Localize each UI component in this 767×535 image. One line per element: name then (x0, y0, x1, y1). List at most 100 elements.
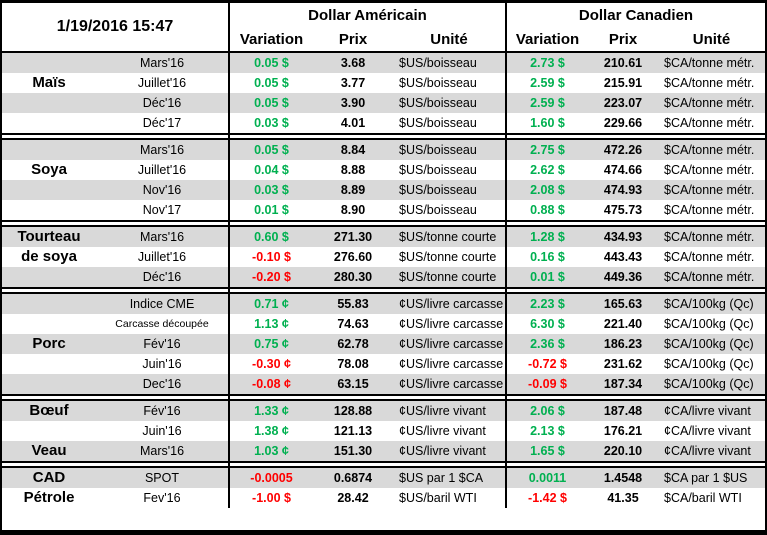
us-variation: 0.71 ¢ (228, 294, 313, 314)
table-row: Déc'16 -0.20 $ 280.30 $US/tonne courte 0.01 … (2, 267, 765, 287)
ca-price: 187.34 (603, 377, 643, 391)
us-price: 3.77 (340, 76, 366, 90)
table-row: Juin'16 1.38 ¢ 121.13 ¢US/livre vivant 2.13 … (2, 421, 765, 441)
commodity-label: Maïs (32, 74, 66, 91)
us-variation: -0.08 ¢ (228, 374, 313, 394)
ca-unit: ¢CA/livre vivant (664, 424, 751, 438)
us-unit: $US/boisseau (399, 183, 477, 197)
us-unit: $US/tonne courte (399, 250, 497, 264)
commodity-label (2, 374, 96, 394)
us-variation-header: Variation (228, 27, 313, 51)
table-row: de soya Juillet'16 -0.10 $ 276.60 $US/tonne … (2, 247, 765, 267)
ca-price: 1.4548 (603, 471, 643, 485)
ca-price: 472.26 (603, 143, 643, 157)
ca-price: 176.21 (603, 424, 643, 438)
commodity-label: Soya (31, 161, 67, 178)
us-variation: 0.05 $ (228, 140, 313, 160)
ca-price: 443.43 (603, 250, 643, 264)
us-unit: ¢US/livre carcasse (399, 317, 504, 331)
us-variation: 1.13 ¢ (228, 314, 313, 334)
ca-variation: 0.16 $ (505, 247, 588, 267)
contract-month: Indice CME (129, 297, 195, 311)
report-datetime: 1/19/2016 15:47 (56, 18, 174, 35)
commodity-label (2, 294, 96, 314)
ca-price: 474.66 (603, 163, 643, 177)
section-divider (2, 461, 765, 468)
contract-month: Juillet'16 (137, 250, 187, 264)
us-unit: $US/boisseau (399, 96, 477, 110)
ca-variation: 6.30 $ (505, 314, 588, 334)
table-row: Carcasse découpée 1.13 ¢ 74.63 ¢US/livre ca… (2, 314, 765, 334)
ca-price: 223.07 (603, 96, 643, 110)
table-row: Mars'16 0.05 $ 3.68 $US/boisseau 2.73 $ 210.6… (2, 53, 765, 73)
contract-month: Nov'17 (142, 203, 182, 217)
table-row: Dec'16 -0.08 ¢ 63.15 ¢US/livre carcasse -0.0… (2, 374, 765, 394)
ca-unit: $CA/tonne métr. (664, 250, 755, 264)
us-price: 8.89 (340, 183, 366, 197)
ca-unit: $CA/100kg (Qc) (664, 357, 754, 371)
contract-month: Juin'16 (142, 357, 182, 371)
us-variation: -1.00 $ (228, 488, 313, 508)
ca-price: 210.61 (603, 56, 643, 70)
us-price: 78.08 (337, 357, 369, 371)
us-variation: 0.01 $ (228, 200, 313, 220)
us-price: 121.13 (333, 424, 373, 438)
table-row: Nov'16 0.03 $ 8.89 $US/boisseau 2.08 $ 474.93… (2, 180, 765, 200)
ca-unit: $CA/tonne métr. (664, 116, 755, 130)
ca-unit: $CA/tonne métr. (664, 96, 755, 110)
section-divider (2, 287, 765, 294)
us-unit: $US/tonne courte (399, 270, 497, 284)
ca-variation: 1.65 $ (505, 441, 588, 461)
ca-variation-header: Variation (505, 27, 588, 51)
ca-price: 231.62 (603, 357, 643, 371)
table-row: Pétrole Fev'16 -1.00 $ 28.42 $US/baril WTI -1… (2, 488, 765, 508)
commodity-label (2, 421, 96, 441)
us-unit: $US/baril WTI (399, 491, 477, 505)
table-row: Juin'16 -0.30 ¢ 78.08 ¢US/livre carcasse -0.… (2, 354, 765, 374)
us-unit: ¢US/livre carcasse (399, 297, 504, 311)
ca-unit: $CA/tonne métr. (664, 56, 755, 70)
commodity-label (2, 200, 96, 220)
commodity-label: de soya (21, 248, 77, 265)
ca-variation: 2.13 $ (505, 421, 588, 441)
table-row: Veau Mars'16 1.03 ¢ 151.30 ¢US/livre vivant 1… (2, 441, 765, 461)
us-variation: 0.05 $ (228, 73, 313, 93)
contract-month: Mars'16 (139, 444, 185, 458)
section-divider (2, 133, 765, 140)
ca-unit: $CA/tonne métr. (664, 76, 755, 90)
ca-variation: 1.28 $ (505, 227, 588, 247)
table-row: Soya Juillet'16 0.04 $ 8.88 $US/boisseau 2.62… (2, 160, 765, 180)
contract-month: Carcasse découpée (115, 318, 209, 330)
us-price: 8.88 (340, 163, 366, 177)
ca-variation: 2.73 $ (505, 53, 588, 73)
commodity-label: Bœuf (29, 402, 69, 419)
ca-unite-header: Unité (692, 30, 731, 48)
ca-variation: 2.75 $ (505, 140, 588, 160)
us-unit: ¢US/livre vivant (399, 424, 486, 438)
contract-month: Fev'16 (143, 491, 181, 505)
contract-month: Mars'16 (139, 56, 185, 70)
contract-month: Fév'16 (143, 404, 181, 418)
us-unit: $US/boisseau (399, 56, 477, 70)
us-unit: ¢US/livre carcasse (399, 377, 504, 391)
us-price: 8.90 (340, 203, 366, 217)
ca-variation: 2.06 $ (505, 401, 588, 421)
us-variation: -0.10 $ (228, 247, 313, 267)
us-price: 8.84 (340, 143, 366, 157)
ca-variation: 2.59 $ (505, 93, 588, 113)
us-price: 151.30 (333, 444, 373, 458)
ca-unit: $CA/tonne métr. (664, 230, 755, 244)
commodity-label: Porc (32, 335, 66, 352)
us-variation: 0.05 $ (228, 53, 313, 73)
commodity-label (2, 113, 96, 133)
us-unit: $US/boisseau (399, 203, 477, 217)
commodity-label (2, 140, 96, 160)
us-variation: 1.38 ¢ (228, 421, 313, 441)
table-row: Indice CME 0.71 ¢ 55.83 ¢US/livre carcasse 2… (2, 294, 765, 314)
ca-unit: ¢CA/livre vivant (664, 444, 751, 458)
commodity-label: Pétrole (23, 489, 75, 506)
table-row: Déc'17 0.03 $ 4.01 $US/boisseau 1.60 $ 229.66… (2, 113, 765, 133)
us-price: 74.63 (337, 317, 369, 331)
us-variation: 0.03 $ (228, 180, 313, 200)
